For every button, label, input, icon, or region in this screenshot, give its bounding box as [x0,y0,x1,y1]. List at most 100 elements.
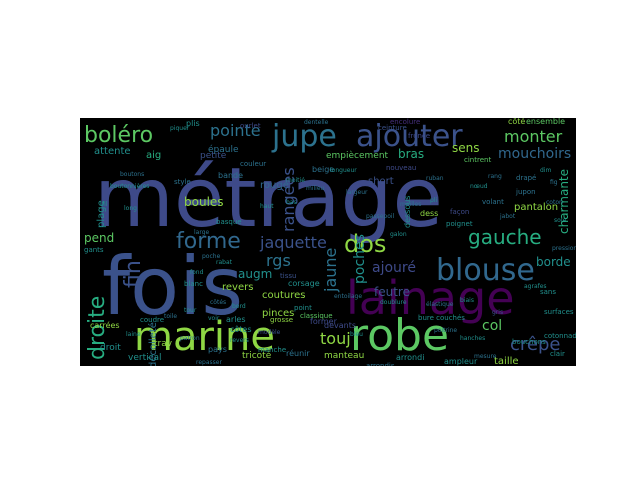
cloud-word: devants [324,321,356,330]
cloud-word: aig [146,150,161,161]
cloud-word: touj [320,329,351,348]
cloud-word: pend [84,231,114,245]
cloud-word: pointe [210,121,261,140]
cloud-word: hanches [460,335,485,342]
cloud-word: pinces [262,308,294,319]
cloud-word: plage [96,200,107,228]
cloud-word: coudre [140,316,164,324]
cloud-word: revers [222,282,253,293]
cloud-word: jupon [515,188,536,196]
cloud-word: jabot [499,213,516,220]
cloud-word: feutre [374,285,410,299]
cloud-word: droite [85,296,110,360]
cloud-word: pantalon [514,202,558,213]
cloud-word: couleur [240,160,266,168]
cloud-word: bord [232,303,246,310]
cloud-word: jaquette [259,233,327,252]
cloud-word: pli [430,197,437,204]
cloud-word: bouchons [512,338,546,346]
cloud-word: boléro [84,123,153,148]
word-cloud: métrage fois lainage robe marine blouse ajoute… [80,118,576,366]
cloud-word: doublure [380,299,407,306]
cloud-word: rangées [279,167,298,232]
cloud-word: lainage [346,271,515,325]
cloud-word: robe [350,310,449,361]
cloud-word: empiècement [326,150,389,161]
cloud-word: gris [492,309,503,316]
cloud-word: biais [460,297,474,304]
cloud-word: trav [154,339,173,349]
cloud-word: patron [180,335,200,342]
cloud-word: drapé [516,174,536,182]
cloud-word: façon [450,208,469,216]
cloud-word: boutonnières [110,183,149,190]
word-cloud-background [80,118,576,366]
cloud-word: droit [100,343,121,353]
cloud-word: sens [452,141,480,155]
cloud-word: encolure [390,118,420,126]
cloud-word: mesure [474,353,497,360]
cloud-word: ourlet [240,122,261,130]
cloud-word: basque [216,218,242,226]
cloud-word: épaule [208,144,239,155]
cloud-word: nouveau [386,164,416,172]
cloud-word: beige [312,165,334,174]
cloud-word: manche [258,346,286,354]
cloud-word: marine [134,314,275,360]
cloud-word: point [294,304,312,312]
cloud-word: rouge [260,180,289,191]
cloud-word: sans [540,288,556,296]
cloud-word: arrondi [396,353,424,362]
cloud-word: boutons [120,171,144,178]
cloud-word: nœud [470,183,488,190]
cloud-word: repasser [196,359,222,366]
cloud-word: dentelle [304,119,329,126]
cloud-word: côté [508,118,525,126]
cloud-word: taille [494,356,519,366]
cloud-word: piquer [170,125,190,132]
cloud-word: dess [420,209,438,218]
cloud-word: dessous [403,196,412,228]
cloud-word: laine [126,331,141,338]
cloud-word: moitié [286,177,305,184]
cloud-word: passepoil [366,213,395,220]
cloud-word: monter [504,127,563,146]
cloud-word: col [482,318,502,334]
cloud-word: ampleur [444,357,478,366]
cloud-word: agrafes [524,283,547,290]
cloud-word: grosse [270,316,293,324]
cloud-word: galon [390,231,407,238]
cloud-word: côtes [230,324,252,334]
cloud-word: tour [184,307,197,314]
cloud-word: modèle [258,329,281,336]
cloud-word: plis [186,119,200,128]
cloud-word: bande [218,171,243,180]
cloud-word: attente [94,146,131,157]
cloud-word: fois [102,240,243,333]
cloud-word: cintrent [464,156,491,164]
cloud-word: dim [540,167,551,174]
cloud-word: haut [260,203,274,210]
cloud-word: blanc [184,280,203,288]
cloud-word: ruban [426,175,444,182]
cloud-word: pression [552,245,576,252]
cloud-word: entoilage [334,293,362,300]
cloud-word: toile [164,313,177,320]
cloud-word: côtés [210,299,226,306]
cloud-word: cotonnade [544,332,576,340]
cloud-word: bure couchés [418,314,465,322]
cloud-word: short [368,176,394,187]
cloud-word: bras [398,147,424,161]
cloud-word: gants [84,246,104,254]
cloud-word: fil [102,201,108,208]
cloud-word: ceinture [378,124,407,132]
cloud-word: clair [550,350,565,358]
cloud-word: jupe [271,119,337,154]
cloud-word: surfaces [544,308,574,316]
cloud-word: arrondis [366,362,395,366]
cloud-word: métrage [94,151,443,246]
cloud-word: poignet [446,220,473,228]
cloud-word: mailles [400,201,421,208]
cloud-word: blouse [436,253,535,288]
